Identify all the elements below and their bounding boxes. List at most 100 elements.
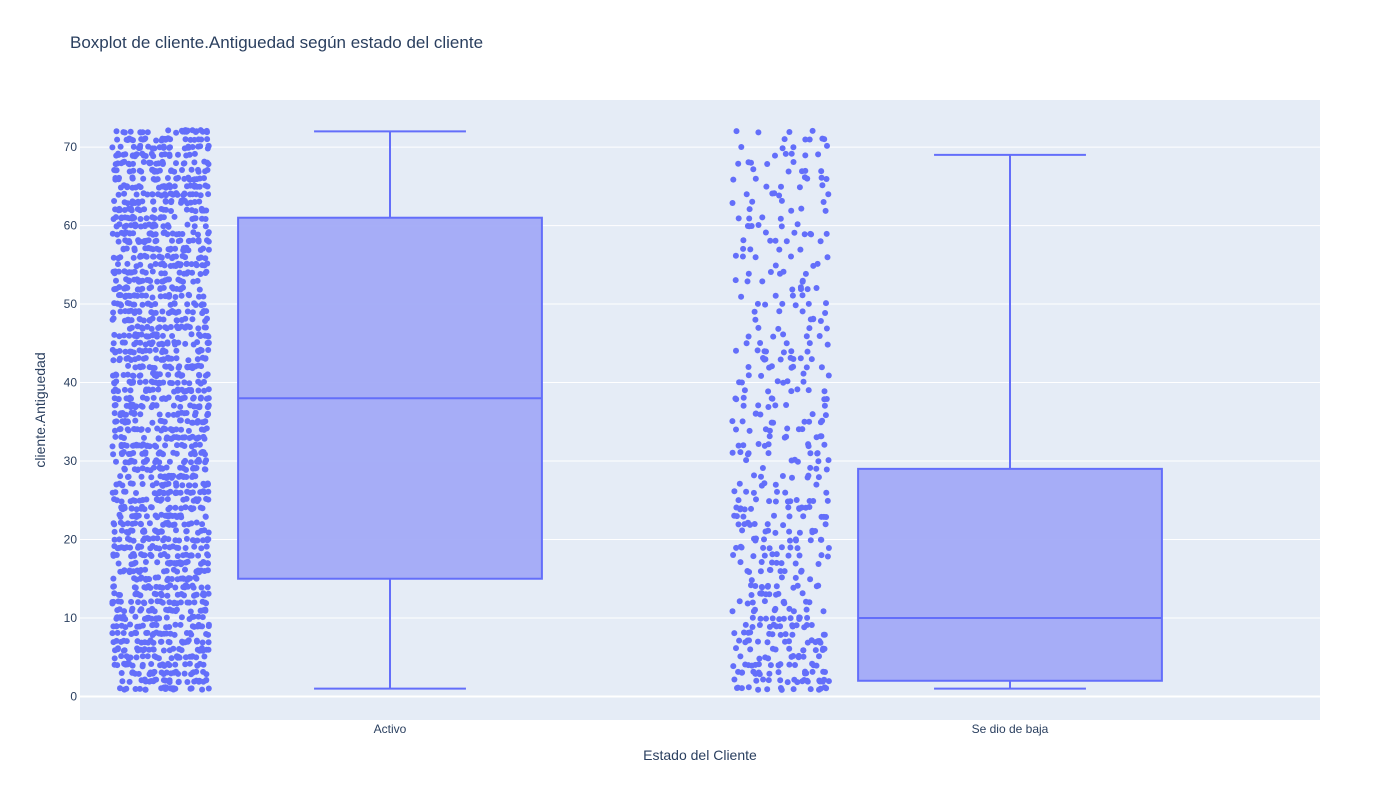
data-point <box>136 685 143 692</box>
data-point <box>163 363 170 370</box>
data-point <box>736 379 743 386</box>
data-point <box>788 348 795 355</box>
data-point <box>175 151 181 158</box>
data-point <box>743 457 750 464</box>
data-point <box>198 347 205 354</box>
data-point <box>177 417 184 424</box>
data-point <box>124 474 131 480</box>
data-point <box>738 293 745 300</box>
data-point <box>179 167 185 173</box>
data-point <box>203 543 210 550</box>
data-point <box>188 685 195 692</box>
data-point <box>205 238 212 245</box>
data-point <box>118 670 125 676</box>
data-point <box>138 567 145 574</box>
data-point <box>125 655 132 662</box>
data-point <box>824 497 831 504</box>
data-point <box>174 654 181 661</box>
data-point <box>745 364 752 370</box>
data-point <box>138 324 145 331</box>
data-point <box>153 480 160 487</box>
data-point <box>789 474 795 481</box>
data-point <box>110 451 117 458</box>
data-point <box>186 237 193 244</box>
data-point <box>807 450 814 457</box>
data-point <box>730 663 737 670</box>
data-point <box>132 223 139 230</box>
data-point <box>729 608 736 615</box>
y-tick-label-50: 50 <box>64 297 78 311</box>
data-point <box>185 357 192 364</box>
data-point <box>169 543 176 550</box>
data-point <box>812 528 819 534</box>
data-point <box>744 568 751 574</box>
data-point <box>132 520 139 527</box>
data-point <box>140 175 147 182</box>
data-point <box>165 411 172 418</box>
data-point <box>749 624 756 630</box>
data-point <box>161 568 167 575</box>
data-point <box>815 458 822 465</box>
data-point <box>158 192 165 199</box>
data-point <box>780 615 787 622</box>
data-point <box>195 613 202 620</box>
data-point <box>782 489 789 496</box>
data-point <box>203 495 210 502</box>
data-point <box>170 685 177 692</box>
data-point <box>202 223 209 230</box>
data-point <box>111 583 117 590</box>
data-point <box>807 576 814 583</box>
data-point <box>117 292 123 298</box>
data-point <box>765 404 772 410</box>
data-point <box>150 621 157 628</box>
data-point <box>202 355 209 362</box>
data-point <box>117 254 124 261</box>
data-point <box>150 246 156 253</box>
data-point <box>164 584 171 591</box>
data-point <box>744 451 751 458</box>
data-point <box>185 143 192 150</box>
data-point <box>157 214 164 221</box>
data-point <box>194 339 201 346</box>
data-point <box>173 129 180 136</box>
data-point <box>111 590 118 597</box>
data-point <box>118 215 125 222</box>
data-point <box>173 450 180 457</box>
data-point <box>771 607 778 614</box>
data-point <box>189 489 196 496</box>
data-point <box>137 607 144 614</box>
data-point <box>153 443 160 450</box>
data-point <box>168 655 175 662</box>
data-point <box>198 607 205 614</box>
data-point <box>199 207 206 214</box>
data-point <box>178 127 185 134</box>
data-point <box>777 568 784 575</box>
data-point <box>205 386 212 393</box>
data-point <box>200 537 206 544</box>
data-point <box>736 637 743 644</box>
data-point <box>164 521 171 528</box>
data-point <box>822 669 828 675</box>
data-point <box>746 215 753 222</box>
data-point <box>175 276 182 283</box>
data-point <box>170 285 177 292</box>
data-point <box>752 537 759 544</box>
data-point <box>813 465 820 472</box>
data-point <box>825 457 832 464</box>
data-point <box>744 637 751 644</box>
data-point <box>824 341 831 348</box>
data-point <box>110 551 117 558</box>
data-point <box>165 371 172 378</box>
data-point <box>824 553 831 560</box>
data-point <box>142 355 149 361</box>
data-point <box>200 419 207 426</box>
data-point <box>182 545 189 551</box>
data-point <box>160 230 167 236</box>
data-point <box>822 412 829 419</box>
data-point <box>136 372 143 379</box>
data-point <box>755 441 762 447</box>
data-point <box>737 559 744 566</box>
data-point <box>163 614 170 621</box>
data-point <box>133 403 140 410</box>
data-point <box>204 567 211 574</box>
